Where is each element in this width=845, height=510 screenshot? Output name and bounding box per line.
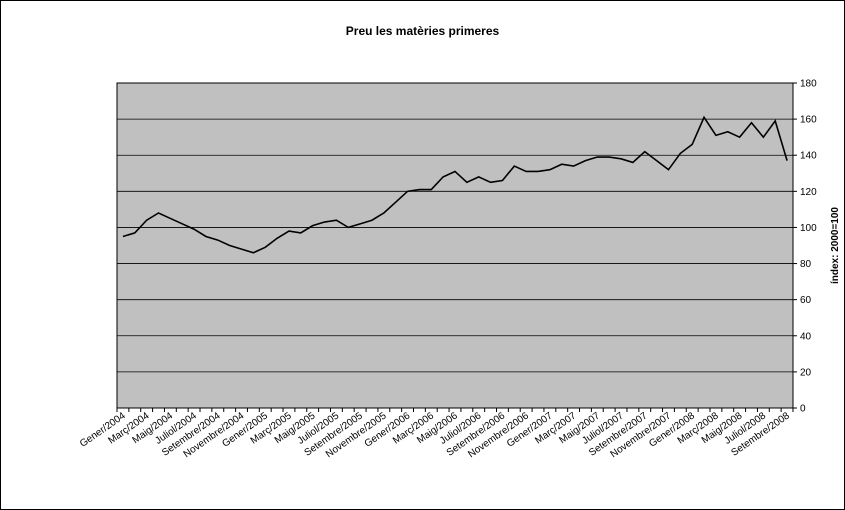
x-axis: Gener/2004Març/2004Maig/2004Juliol/2004S… xyxy=(78,408,794,460)
y-axis-title: índex: 2000=100 xyxy=(830,207,841,284)
y-tick-label: 60 xyxy=(800,295,812,306)
y-tick-label: 180 xyxy=(800,79,817,90)
chart-title: Preu les matèries primeres xyxy=(345,24,500,38)
y-axis: 0 20 40 60 80 100 120 140 160 180 xyxy=(793,79,817,415)
y-tick-label: 160 xyxy=(800,115,817,126)
y-tick-label: 0 xyxy=(800,404,806,415)
plot-area xyxy=(116,82,794,409)
y-tick-label: 20 xyxy=(800,367,812,378)
price-index-line xyxy=(122,115,788,254)
y-tick-label: 140 xyxy=(800,151,817,162)
y-tick-label: 120 xyxy=(800,187,817,198)
grid-lines xyxy=(117,82,793,409)
y-tick-label: 40 xyxy=(800,331,812,342)
y-tick-label: 100 xyxy=(800,223,817,234)
y-tick-label: 80 xyxy=(800,259,812,270)
